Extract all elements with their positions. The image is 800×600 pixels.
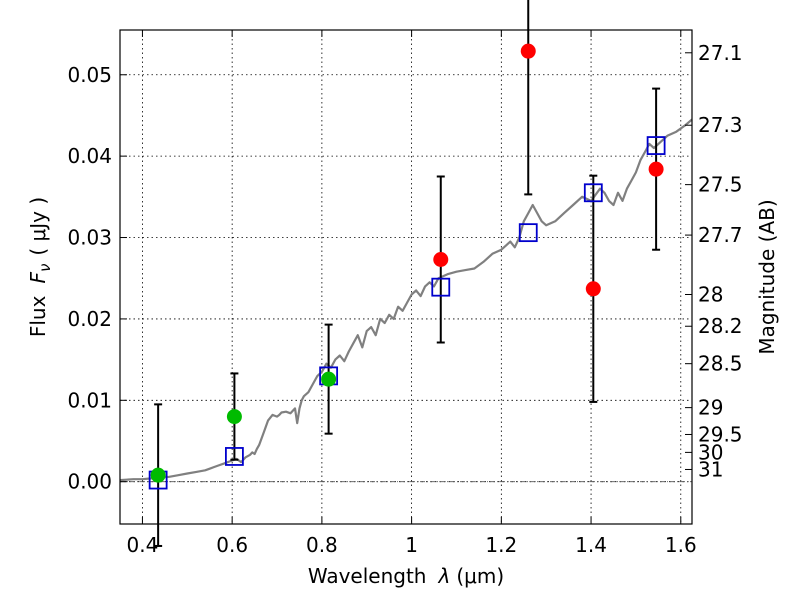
y2-tick-label: 31 (698, 457, 723, 481)
plot-frame (119, 29, 693, 525)
axis-ticks: 0.4 0.6 0.8 1 1.2 1.4 1.6 0.00 0.01 0.02 0.03 0.04 0… (67, 30, 743, 557)
y-axis-label: FluxFν( μJy ) (26, 197, 54, 337)
y2-tick-label: 27.5 (698, 173, 743, 197)
x-axis-label: Wavelength λ (μm) (308, 564, 504, 588)
upper-limit-point (648, 161, 664, 177)
y2-tick-label: 29 (698, 396, 723, 420)
upper-limit-point (520, 43, 536, 59)
y2-tick-label: 27.1 (698, 41, 743, 65)
y2-tick-label: 27.7 (698, 223, 743, 247)
detection-point (321, 371, 337, 387)
model-photometry-marker (646, 136, 666, 155)
model-photometry-marker (224, 447, 244, 466)
detection-point (150, 467, 166, 483)
y2-tick-label: 30 (698, 440, 723, 464)
x-tick-label: 1 (405, 533, 418, 557)
model-photometry-marker (431, 277, 451, 297)
upper-limit-point (433, 252, 449, 268)
x-tick-label: 0.8 (306, 533, 338, 557)
y-tick-label: 0.02 (67, 307, 112, 331)
y2-tick-label: 28.5 (698, 352, 743, 376)
y-tick-label: 0.00 (67, 470, 112, 494)
grid-lines (120, 30, 692, 524)
upper-limit-point (585, 281, 601, 297)
y-tick-label: 0.01 (67, 388, 112, 412)
y2-tick-label: 28 (698, 282, 723, 306)
x-tick-label: 0.4 (127, 533, 159, 557)
y-tick-label: 0.05 (67, 63, 112, 87)
y2-axis-label: Magnitude (AB) (755, 199, 779, 354)
model-photometry-marker (583, 183, 603, 203)
x-tick-label: 0.6 (216, 533, 248, 557)
y-tick-label: 0.03 (67, 226, 112, 250)
y2-tick-label: 29.5 (698, 422, 743, 446)
x-tick-label: 1.4 (575, 533, 607, 557)
x-tick-label: 1.2 (485, 533, 517, 557)
plot-series (119, 0, 693, 547)
model-photometry-marker (518, 223, 538, 243)
x-tick-label: 1.6 (665, 533, 697, 557)
detection-point (226, 409, 242, 425)
y2-tick-label: 27.3 (698, 113, 743, 137)
y-tick-label: 0.04 (67, 144, 112, 168)
y2-tick-label: 28.2 (698, 314, 743, 338)
